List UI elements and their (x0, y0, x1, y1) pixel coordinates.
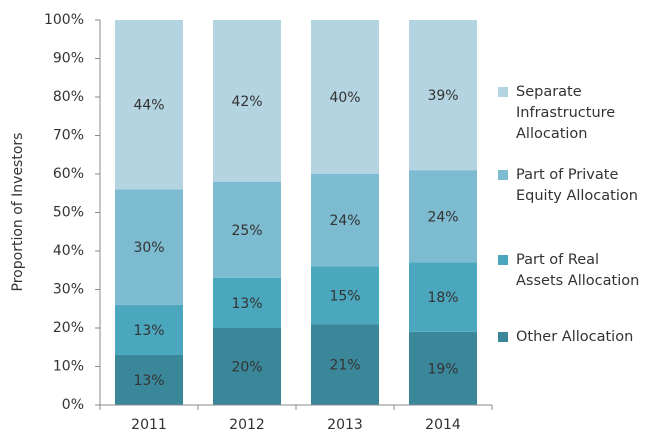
y-tick-label: 50% (53, 205, 84, 221)
data-label: 19% (427, 361, 458, 377)
bar-segment (311, 174, 379, 267)
legend-item: Separate Infrastructure Allocation (498, 82, 648, 145)
bar-segment (213, 328, 281, 405)
bar-segment (115, 189, 183, 305)
data-label: 24% (329, 213, 360, 229)
y-tick-label: 100% (44, 12, 84, 28)
bar-segment (409, 331, 477, 405)
legend-swatch (498, 332, 508, 342)
data-label: 30% (133, 240, 164, 256)
bar-segment (409, 170, 477, 263)
y-tick-label: 70% (53, 128, 84, 144)
bar-segment (409, 262, 477, 332)
x-tick-label: 2013 (327, 417, 363, 433)
y-tick-label: 20% (53, 320, 84, 336)
data-label: 13% (231, 296, 262, 312)
x-tick-label: 2012 (229, 417, 265, 433)
data-label: 21% (329, 358, 360, 374)
data-label: 25% (231, 223, 262, 239)
legend-label: Separate Infrastructure Allocation (516, 84, 616, 142)
bar-segment (311, 266, 379, 325)
bar-segment (213, 277, 281, 328)
y-tick-label: 10% (53, 359, 84, 375)
bar-segment (311, 324, 379, 405)
legend-label: Part of Private Equity Allocation (516, 167, 638, 204)
data-label: 44% (133, 98, 164, 114)
legend-item: Part of Private Equity Allocation (498, 165, 648, 207)
legend-swatch (498, 170, 508, 180)
legend-item: Part of Real Assets Allocation (498, 250, 648, 292)
legend-label: Part of Real Assets Allocation (516, 252, 640, 289)
y-tick-label: 80% (53, 89, 84, 105)
x-tick-label: 2011 (131, 417, 167, 433)
data-label: 39% (427, 88, 458, 104)
bar-segment (213, 181, 281, 278)
bar-segment (115, 20, 183, 190)
legend-swatch (498, 87, 508, 97)
data-label: 20% (231, 360, 262, 376)
data-label: 18% (427, 290, 458, 306)
data-label: 13% (133, 373, 164, 389)
y-tick-label: 30% (53, 282, 84, 298)
bar-segment (213, 20, 281, 182)
data-label: 24% (427, 209, 458, 225)
data-label: 13% (133, 323, 164, 339)
data-label: 15% (329, 288, 360, 304)
y-tick-label: 0% (62, 397, 84, 413)
legend-item: Other Allocation (498, 327, 648, 348)
y-tick-label: 60% (53, 166, 84, 182)
bar-segment (409, 20, 477, 171)
x-tick-label: 2014 (425, 417, 461, 433)
bar-segment (115, 304, 183, 355)
y-tick-label: 40% (53, 243, 84, 259)
y-tick-label: 90% (53, 51, 84, 67)
legend-label: Other Allocation (516, 329, 634, 345)
data-label: 40% (329, 90, 360, 106)
bar-segment (115, 354, 183, 405)
bar-segment (311, 20, 379, 174)
y-axis-label: Proportion of Investors (10, 133, 26, 292)
legend-swatch (498, 255, 508, 265)
data-label: 42% (231, 94, 262, 110)
